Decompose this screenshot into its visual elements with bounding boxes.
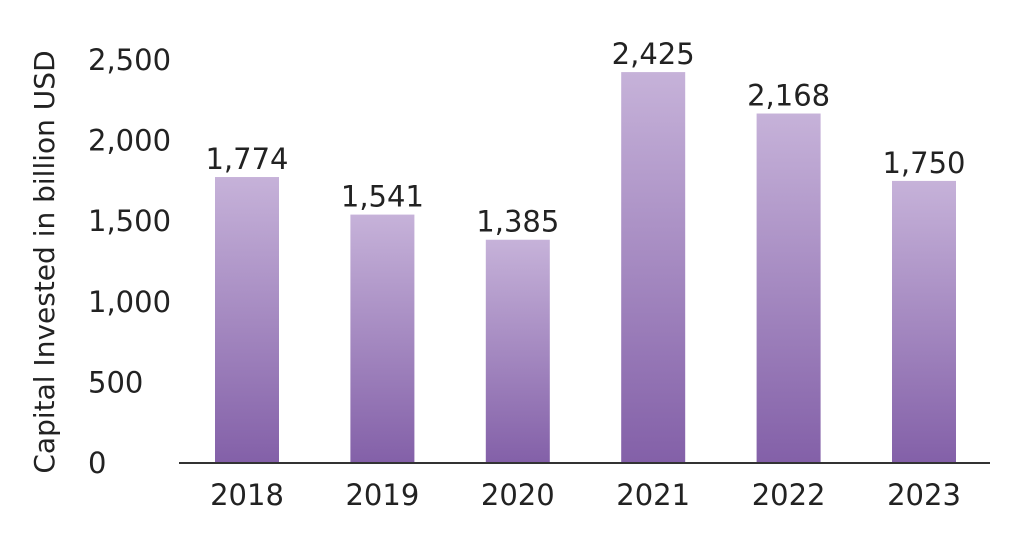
value-label-2019: 1,541 [341,180,424,214]
x-tick-label-2021: 2021 [616,478,690,512]
y-tick-label: 1,000 [88,285,171,319]
value-label-2018: 1,774 [205,142,288,176]
y-axis-title: Capital Invested in billion USD [28,50,61,473]
x-tick-label-2019: 2019 [345,478,419,512]
bar-2019 [350,214,415,463]
bar-2020 [485,239,550,463]
y-tick-label: 2,000 [88,124,171,158]
value-label-2020: 1,385 [476,205,559,239]
bars-group [215,72,956,464]
value-label-2022: 2,168 [747,79,830,113]
x-tick-label-2022: 2022 [752,478,826,512]
y-tick-label: 500 [88,365,143,399]
bar-2023 [892,180,956,463]
y-tick-label: 1,500 [88,204,171,238]
x-tick-label-2020: 2020 [481,478,555,512]
value-labels-group: 1,774 1,541 1,385 2,425 2,168 1,750 [205,37,965,239]
y-tick-label: 2,500 [88,43,171,77]
y-axis-ticks: 0 500 1,000 1,500 2,000 2,500 [88,43,171,480]
bar-2018 [215,177,279,464]
x-axis-ticks: 2018 2019 2020 2021 2022 2023 [210,478,961,512]
value-label-2023: 1,750 [882,146,965,180]
bar-2021 [621,72,686,463]
x-tick-label-2023: 2023 [887,478,961,512]
x-tick-label-2018: 2018 [210,478,284,512]
bar-2022 [756,113,821,463]
value-label-2021: 2,425 [612,37,695,71]
y-tick-label: 0 [88,446,106,480]
